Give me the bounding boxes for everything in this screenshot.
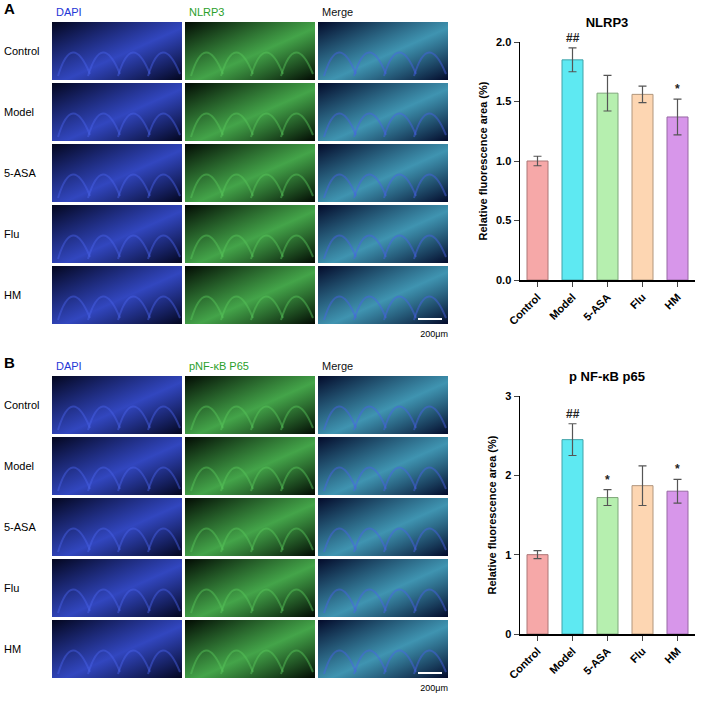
svg-text:0.0: 0.0: [496, 274, 511, 286]
svg-text:Control: Control: [4, 45, 39, 57]
svg-text:200μm: 200μm: [420, 329, 448, 339]
svg-text:HM: HM: [4, 289, 21, 301]
svg-text:Model: Model: [4, 106, 34, 118]
svg-text:DAPI: DAPI: [56, 360, 82, 372]
svg-text:0.5: 0.5: [496, 214, 511, 226]
svg-text:Model: Model: [547, 645, 578, 676]
svg-text:*: *: [675, 82, 680, 96]
svg-text:1.5: 1.5: [496, 95, 511, 107]
svg-text:DAPI: DAPI: [56, 6, 82, 18]
svg-text:Flu: Flu: [4, 228, 19, 240]
svg-text:Flu: Flu: [628, 645, 648, 665]
svg-text:A: A: [4, 0, 15, 17]
svg-text:Merge: Merge: [322, 6, 353, 18]
svg-text:1: 1: [505, 549, 511, 561]
svg-text:Control: Control: [507, 645, 543, 681]
svg-text:0: 0: [505, 628, 511, 640]
svg-text:Control: Control: [4, 399, 39, 411]
svg-text:Flu: Flu: [628, 291, 648, 311]
svg-text:*: *: [605, 473, 610, 487]
svg-text:Model: Model: [547, 291, 578, 322]
svg-text:p NF-κB p65: p NF-κB p65: [569, 369, 645, 384]
svg-text:NLRP3: NLRP3: [586, 15, 629, 30]
svg-text:Relative fluorescence area (%): Relative fluorescence area (%): [477, 81, 489, 240]
svg-text:##: ##: [566, 407, 580, 421]
svg-text:Merge: Merge: [322, 360, 353, 372]
svg-text:Relative fluorescence area (%): Relative fluorescence area (%): [486, 435, 498, 594]
svg-text:3: 3: [505, 390, 511, 402]
svg-text:2: 2: [505, 469, 511, 481]
svg-text:HM: HM: [662, 645, 683, 666]
svg-text:*: *: [675, 462, 680, 476]
svg-text:5-ASA: 5-ASA: [581, 291, 613, 323]
svg-text:HM: HM: [4, 643, 21, 655]
svg-text:5-ASA: 5-ASA: [4, 521, 36, 533]
svg-text:pNF-κB P65: pNF-κB P65: [189, 360, 249, 372]
svg-text:Flu: Flu: [4, 582, 19, 594]
svg-text:2.0: 2.0: [496, 36, 511, 48]
svg-text:5-ASA: 5-ASA: [581, 645, 613, 677]
svg-text:HM: HM: [662, 291, 683, 312]
svg-text:B: B: [4, 354, 15, 371]
svg-text:5-ASA: 5-ASA: [4, 167, 36, 179]
svg-text:NLRP3: NLRP3: [189, 6, 224, 18]
svg-text:1.0: 1.0: [496, 155, 511, 167]
svg-text:Model: Model: [4, 460, 34, 472]
svg-text:Control: Control: [507, 291, 543, 327]
svg-text:200μm: 200μm: [420, 683, 448, 693]
svg-text:##: ##: [566, 31, 580, 45]
